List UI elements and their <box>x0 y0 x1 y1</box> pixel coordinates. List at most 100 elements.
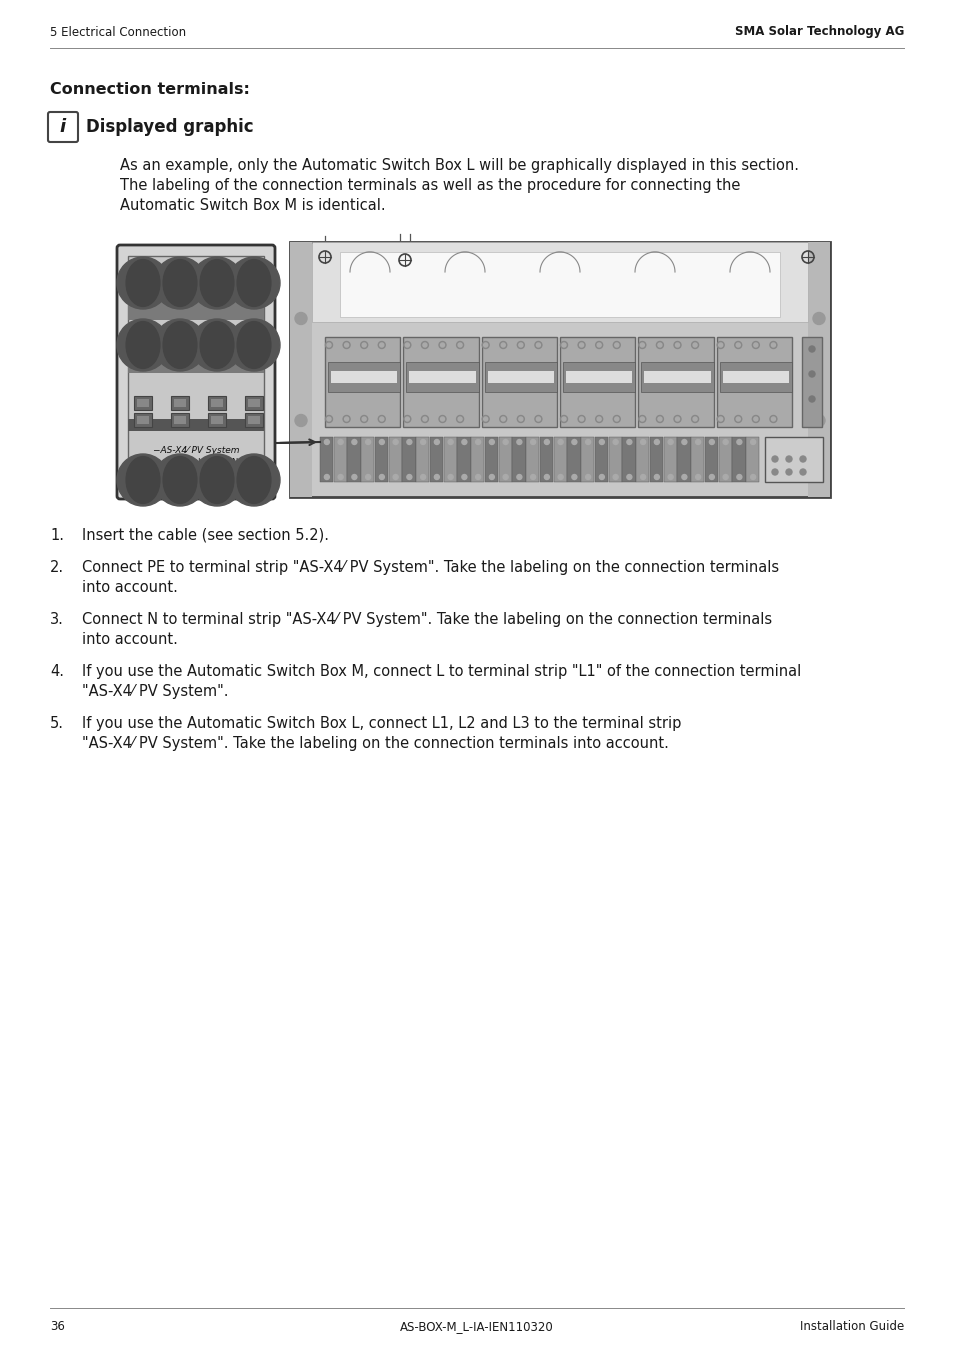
Text: As an example, only the Automatic Switch Box L will be graphically displayed in : As an example, only the Automatic Switch… <box>120 158 799 173</box>
Text: −AS-X4⁄ PV System: −AS-X4⁄ PV System <box>152 446 239 456</box>
Circle shape <box>673 342 680 349</box>
Bar <box>718 437 731 483</box>
Circle shape <box>324 439 329 445</box>
Circle shape <box>560 342 567 349</box>
Circle shape <box>536 416 539 420</box>
Bar <box>722 370 788 383</box>
Circle shape <box>438 415 446 422</box>
Text: SMA Solar Technology AG: SMA Solar Technology AG <box>734 26 903 38</box>
Bar <box>565 370 632 383</box>
Circle shape <box>639 415 645 422</box>
Bar <box>559 337 635 427</box>
FancyBboxPatch shape <box>48 112 78 142</box>
Ellipse shape <box>126 457 160 503</box>
Text: If you use the Automatic Switch Box L, connect L1, L2 and L3 to the terminal str: If you use the Automatic Switch Box L, c… <box>82 717 680 731</box>
Circle shape <box>153 257 206 310</box>
Circle shape <box>578 342 584 349</box>
Circle shape <box>693 416 697 420</box>
Circle shape <box>535 415 541 422</box>
Circle shape <box>639 342 645 349</box>
Bar <box>347 437 360 483</box>
Circle shape <box>420 475 425 480</box>
Circle shape <box>691 415 698 422</box>
Circle shape <box>365 475 370 480</box>
Bar <box>638 337 713 427</box>
Circle shape <box>422 343 427 347</box>
Circle shape <box>654 475 659 480</box>
Polygon shape <box>635 251 675 272</box>
Circle shape <box>673 415 680 422</box>
Circle shape <box>639 343 643 347</box>
Circle shape <box>693 343 697 347</box>
Ellipse shape <box>163 322 196 368</box>
Circle shape <box>736 416 740 420</box>
Bar <box>290 242 312 498</box>
Ellipse shape <box>237 322 271 368</box>
Circle shape <box>785 469 791 475</box>
Bar <box>334 437 347 483</box>
Bar <box>133 412 152 427</box>
Text: If you use the Automatic Switch Box M, connect L to terminal strip "L1" of the c: If you use the Automatic Switch Box M, c… <box>82 664 801 679</box>
Circle shape <box>500 343 505 347</box>
Circle shape <box>483 343 487 347</box>
Bar <box>430 437 443 483</box>
Bar <box>643 370 710 383</box>
Circle shape <box>438 342 446 349</box>
Bar <box>128 256 264 488</box>
Circle shape <box>535 342 541 349</box>
Circle shape <box>403 415 411 422</box>
Circle shape <box>718 343 722 347</box>
Circle shape <box>434 475 439 480</box>
Bar <box>526 437 539 483</box>
Bar <box>512 437 525 483</box>
Bar <box>484 437 497 483</box>
Circle shape <box>117 257 169 310</box>
Circle shape <box>393 439 397 445</box>
Bar <box>562 362 635 392</box>
Circle shape <box>613 439 618 445</box>
Circle shape <box>393 475 397 480</box>
Bar <box>312 242 807 322</box>
Circle shape <box>517 415 524 422</box>
Circle shape <box>406 439 412 445</box>
Circle shape <box>544 475 549 480</box>
Polygon shape <box>539 251 579 272</box>
Ellipse shape <box>163 457 196 503</box>
Circle shape <box>734 342 741 349</box>
Bar <box>443 437 456 483</box>
Circle shape <box>585 475 590 480</box>
Bar <box>248 399 260 407</box>
Circle shape <box>800 469 805 475</box>
Bar <box>801 337 821 427</box>
Bar <box>245 396 263 410</box>
Circle shape <box>771 343 775 347</box>
Bar <box>211 399 223 407</box>
Circle shape <box>448 475 453 480</box>
Circle shape <box>530 439 535 445</box>
Circle shape <box>489 475 494 480</box>
Circle shape <box>722 475 727 480</box>
Ellipse shape <box>163 260 196 307</box>
Bar <box>211 416 223 425</box>
Circle shape <box>406 475 412 480</box>
Circle shape <box>343 342 350 349</box>
Bar <box>406 362 478 392</box>
Bar <box>319 437 333 483</box>
Bar <box>677 437 690 483</box>
Circle shape <box>461 439 466 445</box>
Circle shape <box>343 415 350 422</box>
Bar <box>133 396 152 410</box>
Circle shape <box>518 416 522 420</box>
Bar <box>328 362 400 392</box>
Circle shape <box>579 416 583 420</box>
Circle shape <box>753 343 757 347</box>
Bar <box>388 437 401 483</box>
Polygon shape <box>444 251 484 272</box>
Circle shape <box>558 439 562 445</box>
Circle shape <box>344 416 348 420</box>
Circle shape <box>440 416 444 420</box>
Circle shape <box>228 319 280 370</box>
Bar <box>128 301 264 320</box>
Bar <box>636 437 649 483</box>
Bar <box>498 437 512 483</box>
